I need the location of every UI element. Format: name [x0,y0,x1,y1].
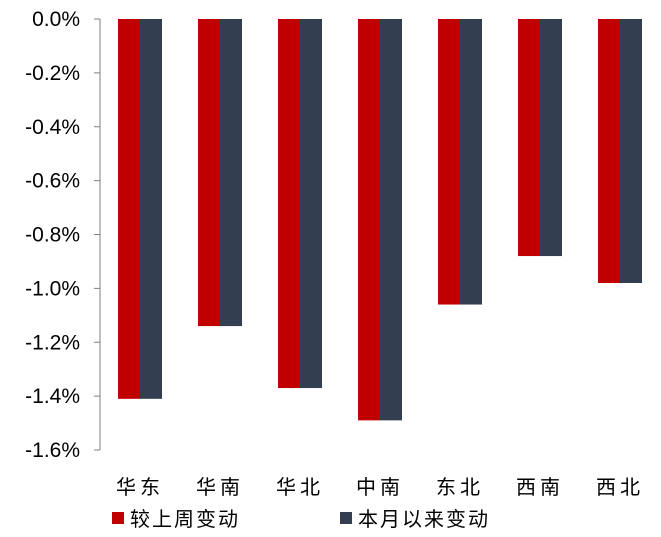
y-tick-label: -0.4% [25,116,80,139]
y-tick-label: -1.6% [25,439,80,462]
bar-series-2-华北 [300,19,322,389]
y-tick-label: -0.2% [25,62,80,85]
y-axis: 0.0% -0.2% -0.4% -0.6% -0.8% -1.0% -1.2% -1.4% -… [25,8,101,462]
x-category-label: 西南 [516,475,564,499]
y-tick-label: -1.0% [25,277,80,300]
bar-series-1-华南 [198,19,220,327]
y-tick-label: -0.6% [25,170,80,193]
bar-series-2-西北 [620,19,642,283]
bar-series-2-华东 [140,19,162,399]
legend-label-series-2: 本月以来变动 [358,507,490,531]
legend-item-series-1: 较上周变动 [112,503,240,532]
bar-series-2-西南 [540,19,562,257]
x-category-label: 中南 [356,475,404,499]
x-axis-labels: 华东 华南 华北 中南 东北 西南 西北 [116,475,644,499]
y-tick-label: -1.4% [25,385,80,408]
legend-swatch-series-2 [340,511,352,524]
legend-item-series-2: 本月以来变动 [340,503,490,532]
bar-series-1-中南 [358,19,380,421]
legend-label-series-1: 较上周变动 [130,507,240,531]
bar-series-1-华北 [278,19,300,389]
bar-series-2-华南 [220,19,242,327]
bar-series-1-华东 [118,19,140,399]
legend-swatch-series-1 [112,511,124,524]
bar-series-1-西北 [598,19,620,283]
bar-series-2-中南 [380,19,402,421]
legend: 较上周变动 本月以来变动 [112,503,490,532]
x-category-label: 华南 [196,475,244,499]
x-category-label: 西北 [596,475,644,499]
x-category-label: 华北 [276,475,324,499]
x-category-label: 华东 [116,475,164,499]
y-tick-label: 0.0% [32,8,80,31]
bar-series-2-东北 [460,19,482,305]
y-tick-label: -0.8% [25,224,80,247]
y-tick-label: -1.2% [25,331,80,354]
bar-series-1-西南 [518,19,540,257]
bars [118,19,642,421]
bar-series-1-东北 [438,19,460,305]
x-category-label: 东北 [436,475,484,499]
